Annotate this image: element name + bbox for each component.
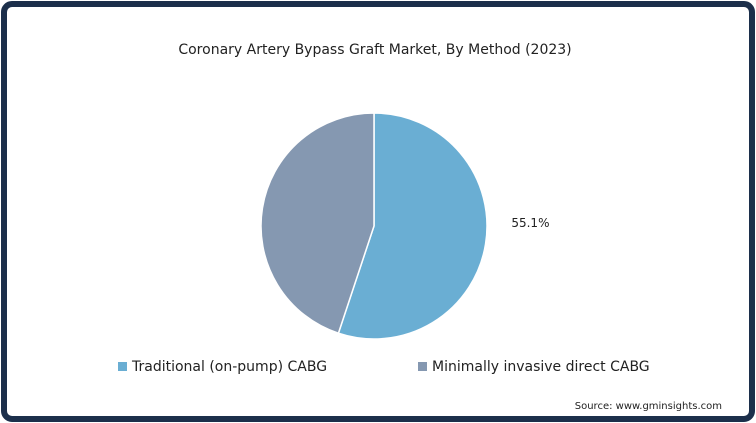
data-label: 55.1% <box>511 216 549 230</box>
chart-title: Coronary Artery Bypass Graft Market, By … <box>178 42 571 58</box>
legend-swatch <box>418 362 427 371</box>
legend-label: Traditional (on-pump) CABG <box>131 359 327 375</box>
pie-slice <box>260 112 375 335</box>
source: Source: www.gminsights.com <box>575 401 722 412</box>
pie-slice <box>337 112 488 340</box>
legend-label: Minimally invasive direct CABG <box>432 359 650 375</box>
legend-swatch <box>118 362 127 371</box>
